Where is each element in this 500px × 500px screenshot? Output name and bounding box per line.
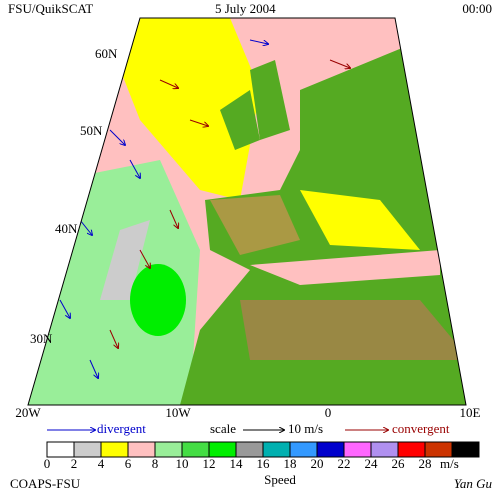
colorbar-tick: 26 (392, 456, 406, 471)
colorbar-box (316, 441, 345, 458)
colorbar-tick: 16 (257, 456, 271, 471)
colorbar-tick: 24 (365, 456, 379, 471)
colorbar-box (289, 441, 318, 458)
colorbar-tick: 8 (152, 456, 159, 471)
lat-label: 50N (80, 123, 103, 138)
colorbar: 0 2 4 6 8 10 12 14 16 18 20 22 24 26 28 m/s (44, 441, 480, 471)
colorbar-box (181, 441, 210, 458)
lon-label: 0 (325, 405, 332, 420)
colorbar-unit: m/s (440, 456, 459, 471)
colorbar-tick: 12 (203, 456, 216, 471)
organization: COAPS-FSU (10, 476, 81, 491)
scale-value: 10 m/s (288, 421, 323, 436)
colorbar-tick: 22 (338, 456, 351, 471)
colorbar-tick: 4 (98, 456, 105, 471)
colorbar-box (424, 441, 453, 458)
time: 00:00 (462, 1, 492, 16)
colorbar-tick: 6 (125, 456, 132, 471)
source: FSU/QuikSCAT (8, 1, 93, 16)
map-frame (27, 17, 467, 406)
lon-label: 20W (15, 405, 41, 420)
colorbar-tick: 2 (71, 456, 78, 471)
map (28, 18, 466, 405)
lat-label: 30N (30, 331, 53, 346)
colorbar-box (100, 441, 129, 458)
colorbar-tick: 18 (284, 456, 297, 471)
colorbar-box (73, 441, 102, 458)
colorbar-box (343, 441, 372, 458)
convergent-label: convergent (392, 421, 450, 436)
colorbar-title: Speed (264, 472, 296, 487)
colorbar-tick: 14 (230, 456, 244, 471)
colorbar-box (262, 441, 291, 458)
colorbar-tick: 0 (44, 456, 51, 471)
colorbar-tick: 10 (176, 456, 189, 471)
lon-label: 10E (460, 405, 481, 420)
colorbar-box (154, 441, 183, 458)
scale-label: scale (210, 421, 236, 436)
date: 5 July 2004 (215, 1, 276, 16)
colorbar-box (397, 441, 426, 458)
colorbar-box (208, 441, 237, 458)
colorbar-tick: 20 (311, 456, 324, 471)
colorbar-box (46, 441, 75, 458)
wind-vectors (59, 39, 268, 378)
colorbar-box (451, 441, 480, 458)
author: Yan Gu (454, 476, 493, 491)
divergent-label: divergent (97, 421, 146, 436)
lon-label: 10W (165, 405, 191, 420)
wind-vectors (109, 59, 350, 348)
lat-label: 60N (95, 46, 118, 61)
colorbar-box (127, 441, 156, 458)
colorbar-box (235, 441, 264, 458)
lat-label: 40N (55, 221, 78, 236)
colorbar-box (370, 441, 399, 458)
colorbar-tick: 28 (419, 456, 432, 471)
